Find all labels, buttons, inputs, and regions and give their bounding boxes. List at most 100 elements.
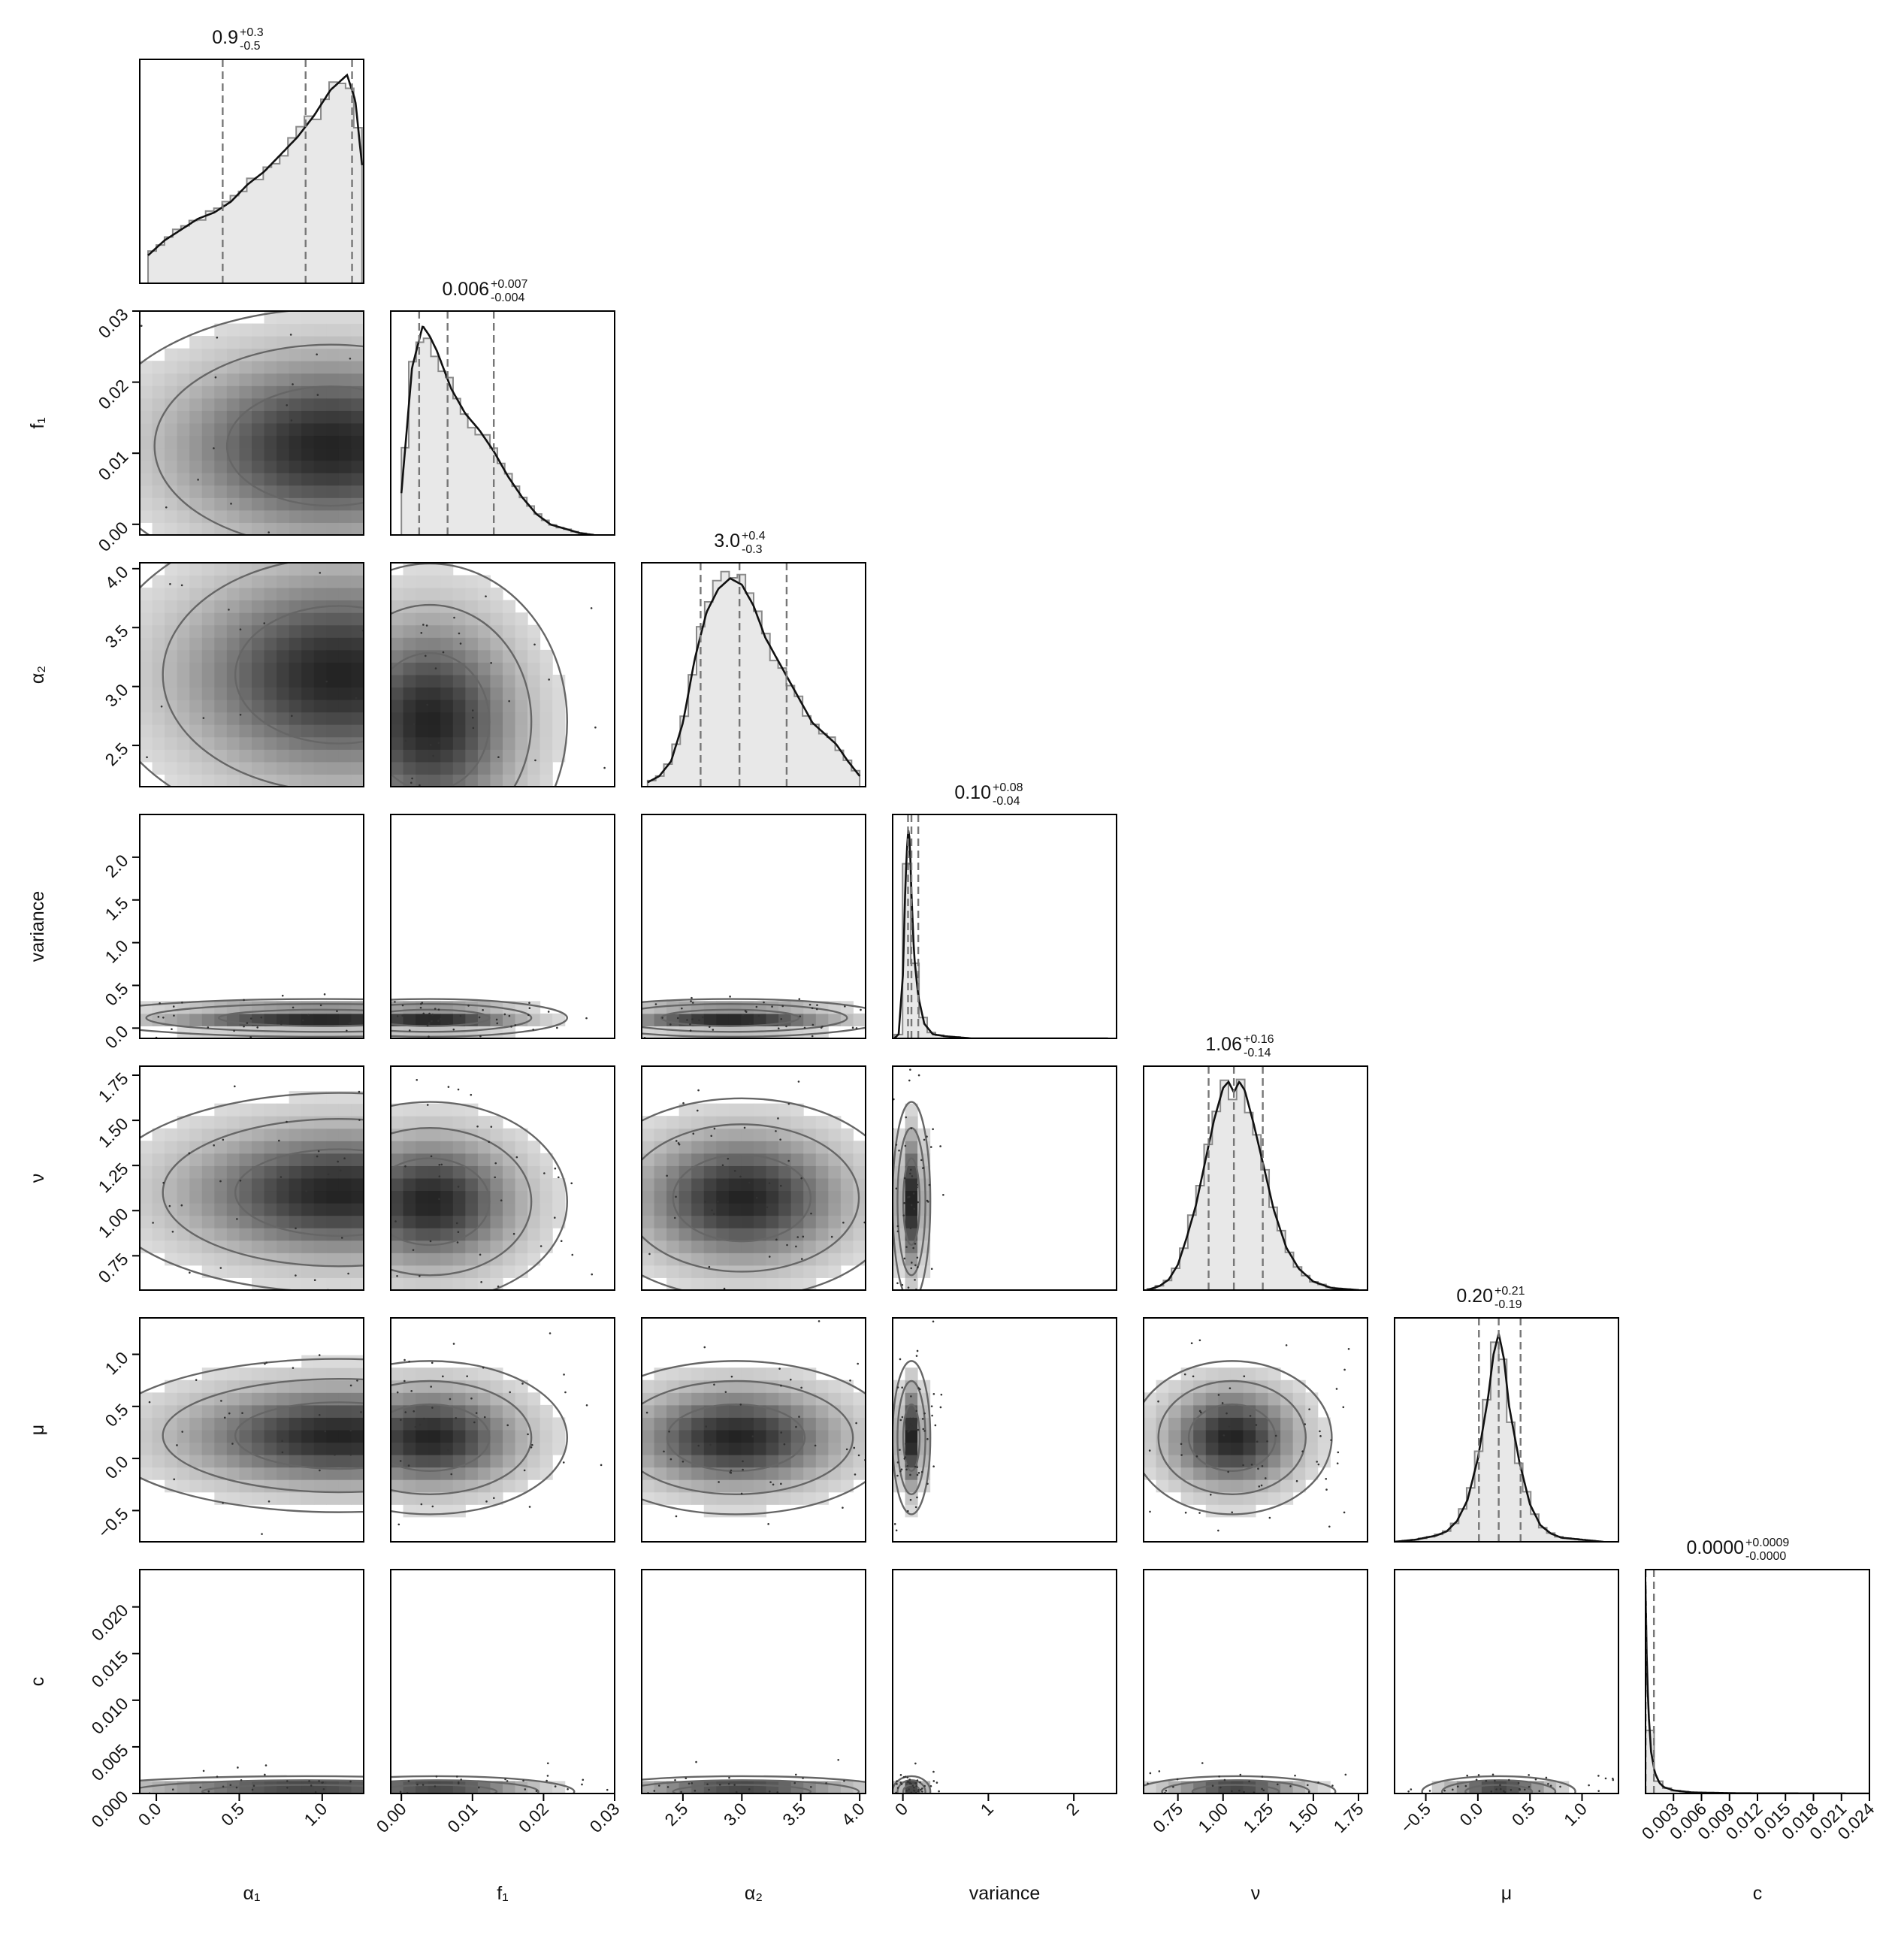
sample-dot [911,1801,914,1803]
density-cell [277,1455,290,1468]
density-cell [264,323,277,337]
density-cell [313,522,327,535]
density-cell [301,1116,315,1129]
density-cell [326,1190,340,1204]
density-cell [642,1430,655,1443]
panel-content [1407,1773,1615,1798]
density-cell [1292,1392,1306,1406]
panel-frame [390,1569,615,1794]
density-cell [214,1379,228,1393]
density-cell [416,624,429,638]
histogram-panel-0: 0.9 +0.3-0.5 [139,26,364,284]
density-cell [428,1442,441,1455]
sample-dot [1319,1435,1322,1437]
sample-dot [316,394,319,396]
density-cell [452,1430,466,1443]
sample-dot [32,1398,34,1401]
density-cell [716,1178,730,1192]
sample-dot [318,1780,320,1782]
sample-dot [1540,1796,1542,1798]
density-cell [477,1153,491,1166]
panel-title-value: 0.10 [954,782,991,803]
sample-dot [908,1427,911,1429]
sample-dot [421,1002,424,1005]
contour-0 [902,1157,921,1247]
density-cell [301,1128,315,1141]
sample-dot [913,1207,916,1210]
density-cell [666,1491,680,1505]
density-cell [428,1141,441,1154]
panel-frame [1143,1065,1368,1291]
sample-dot [909,1498,912,1501]
density-cell [840,1141,854,1154]
sample-dot [619,1788,621,1790]
density-cell [503,724,516,738]
density-cell [828,1392,842,1406]
sample-dot [1494,1779,1496,1782]
density-cell [452,1467,466,1480]
density-cell [778,1103,792,1117]
sample-dot [837,1758,839,1761]
sample-dot [98,1286,100,1288]
sample-dot [815,1008,818,1011]
density-cell [313,1001,327,1014]
sample-dot [440,1045,442,1047]
sample-dot [455,1417,458,1419]
density-cell [1256,1417,1269,1431]
sample-dot [407,1780,410,1782]
density-cell [239,336,252,349]
density-cell [264,575,277,588]
density-cell [326,749,340,763]
sample-dot [291,715,293,718]
sample-dot [665,1797,667,1799]
sample-dot [950,1795,952,1797]
density-cell [301,700,315,713]
density-cell [527,774,541,787]
density-cell [465,1442,479,1455]
density-cell [815,1013,829,1026]
density-cell [691,1392,705,1406]
density-cell [189,522,203,535]
density-cell [351,724,364,738]
sample-dot [292,383,294,385]
sample-dot [935,1799,937,1801]
sample-dot [811,1007,814,1010]
sample-dot [914,1264,917,1267]
density-cell [853,1455,866,1468]
density-cell [728,1013,742,1026]
sample-dot [222,1785,225,1788]
density-cell [277,749,290,763]
density-cell [313,1103,327,1117]
density-cell [416,1165,429,1179]
density-cell [189,1178,203,1192]
sample-dot [448,1800,450,1803]
density-cell [452,588,466,601]
density-cell [728,1379,742,1393]
density-cell [766,1190,779,1204]
sample-dot [438,1163,441,1166]
sample-dot [896,1230,899,1233]
density-cell [754,1277,767,1290]
density-cell [289,385,302,399]
sample-dot [708,1265,711,1268]
sample-dot [1242,1464,1244,1467]
density-cell [477,624,491,638]
density-cell [666,1116,680,1129]
density-cell [741,1392,754,1406]
density-cell [1180,1491,1194,1505]
sample-dot [654,1003,657,1005]
contour-1 [140,1779,364,1789]
density-cell [1280,1430,1294,1443]
contour-2 [893,1775,932,1793]
sample-dot [927,1798,929,1800]
density-cell [214,348,228,361]
density-cell [252,522,265,535]
sample-dot [15,1348,17,1350]
density-cell [490,1404,503,1418]
contour-0 [201,1784,364,1793]
sample-dot [663,1794,666,1797]
sample-dot [905,1443,907,1445]
density-cell [301,724,315,738]
sample-dot [1226,1794,1228,1797]
density-cell [1205,1467,1219,1480]
